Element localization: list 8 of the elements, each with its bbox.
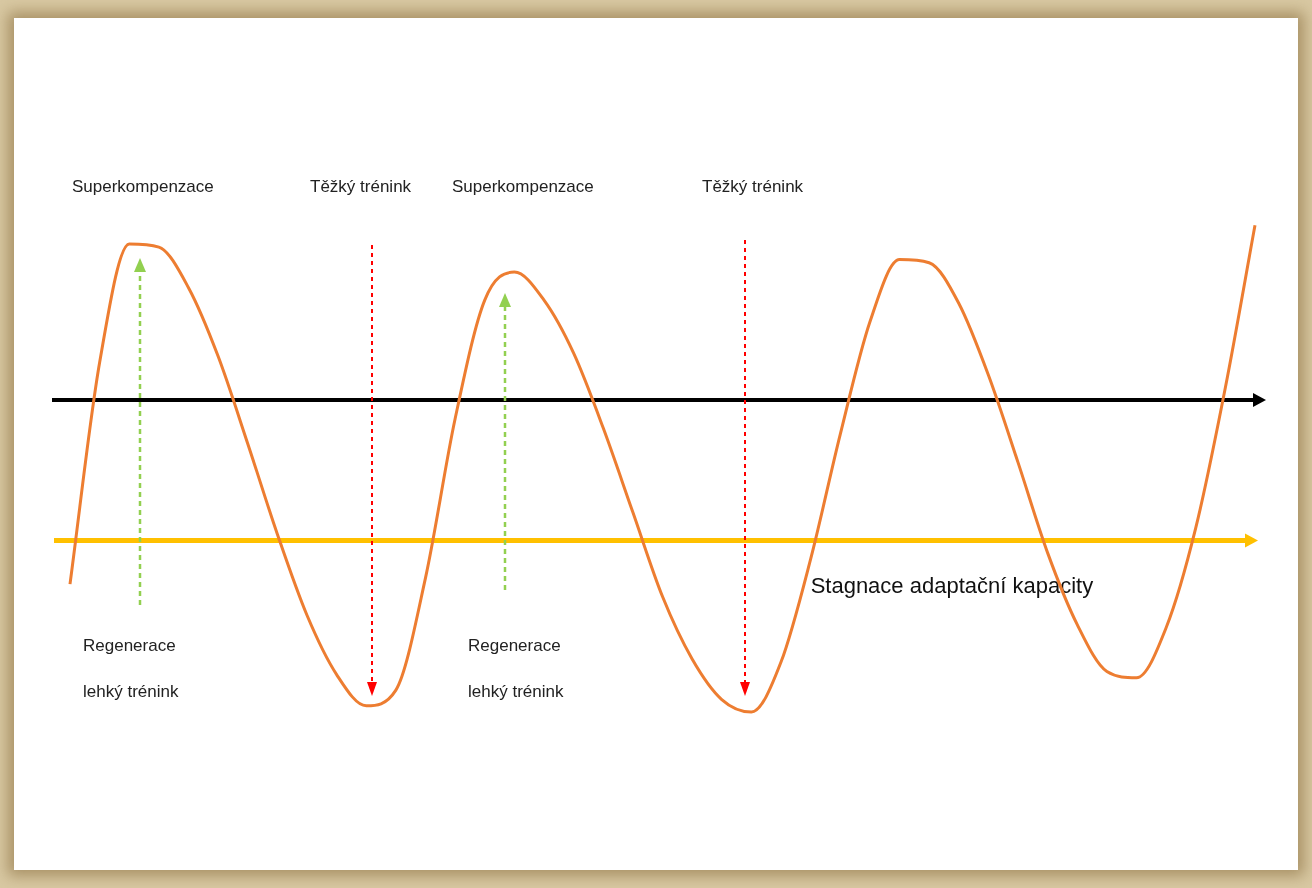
text: Těžký trénink — [702, 177, 804, 197]
annotation: lehký trénink — [83, 682, 179, 702]
text: Superkompenzace — [72, 177, 214, 197]
text: Superkompenzace — [452, 177, 594, 197]
annotation: Regenerace — [468, 636, 561, 656]
annotation: Regenerace — [83, 636, 176, 656]
text: Těžký trénink — [310, 177, 412, 197]
annotation: lehký trénink — [468, 682, 564, 702]
